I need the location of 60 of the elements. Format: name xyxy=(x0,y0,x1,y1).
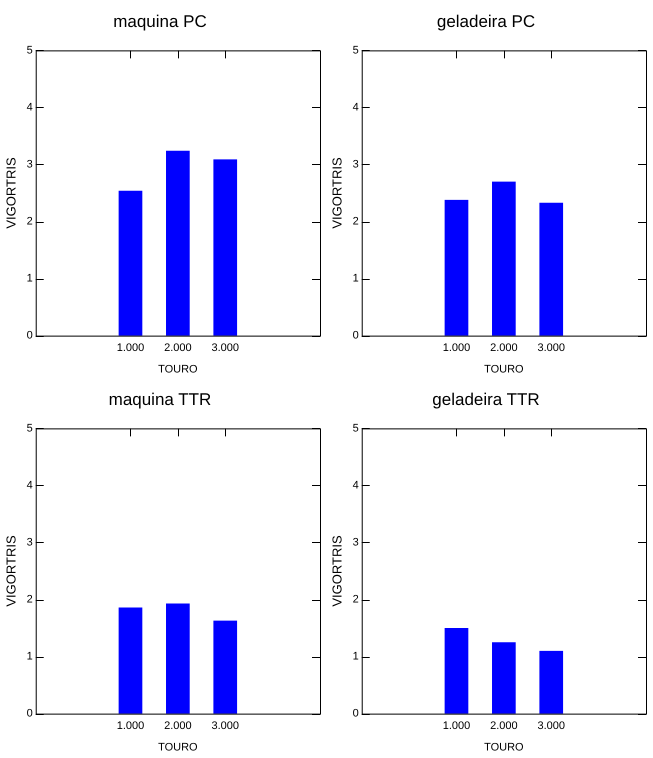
x-tick-label: 1.000 xyxy=(116,720,144,732)
bar xyxy=(118,608,142,714)
x-tick-label: 3.000 xyxy=(537,720,566,732)
bar xyxy=(213,620,238,714)
x-tick-label: 3.000 xyxy=(537,342,566,354)
y-tick-label: 2 xyxy=(26,216,33,228)
bar xyxy=(166,604,190,714)
x-axis-title: TOURO xyxy=(158,363,198,376)
y-tick-label: 2 xyxy=(352,216,359,228)
bar xyxy=(118,190,142,336)
chart-title: geladeira TTR xyxy=(432,390,540,409)
x-axis-title: TOURO xyxy=(158,741,198,754)
x-tick-label: 2.000 xyxy=(164,342,192,354)
y-tick-label: 0 xyxy=(26,330,33,342)
y-tick-label: 5 xyxy=(352,422,359,434)
y-tick-label: 3 xyxy=(352,536,359,549)
x-axis-title: TOURO xyxy=(484,741,524,754)
bar xyxy=(444,200,468,336)
x-tick-label: 1.000 xyxy=(442,342,470,354)
chart-title: maquina PC xyxy=(113,12,207,31)
y-tick-label: 0 xyxy=(352,330,359,342)
y-tick-label: 2 xyxy=(352,594,359,606)
y-tick-label: 4 xyxy=(26,479,33,492)
x-tick-label: 3.000 xyxy=(211,720,240,732)
x-tick-label: 3.000 xyxy=(211,342,240,354)
y-axis-title: VIGORTRIS xyxy=(329,157,344,229)
y-tick-label: 4 xyxy=(352,479,359,492)
x-tick-label: 1.000 xyxy=(116,342,144,354)
y-tick-label: 4 xyxy=(26,101,33,114)
y-tick-label: 1 xyxy=(352,650,359,663)
y-tick-label: 1 xyxy=(352,272,359,285)
y-tick-label: 2 xyxy=(26,594,33,606)
x-tick-label: 1.000 xyxy=(442,720,470,732)
chart-title: maquina TTR xyxy=(108,390,212,409)
bar xyxy=(539,202,564,336)
bar xyxy=(539,650,564,714)
y-tick-label: 3 xyxy=(26,536,33,549)
y-axis-title: VIGORTRIS xyxy=(329,535,344,607)
y-tick-label: 5 xyxy=(26,44,33,56)
x-tick-label: 2.000 xyxy=(490,342,518,354)
bar xyxy=(213,159,238,336)
y-tick-label: 4 xyxy=(352,101,359,114)
y-axis-title: VIGORTRIS xyxy=(3,157,18,229)
y-tick-label: 0 xyxy=(352,708,359,720)
x-axis-title: TOURO xyxy=(484,363,524,376)
y-tick-label: 0 xyxy=(26,708,33,720)
chart-title: geladeira PC xyxy=(436,12,536,31)
y-tick-label: 3 xyxy=(26,158,33,171)
bar xyxy=(166,150,190,336)
y-tick-label: 3 xyxy=(352,158,359,171)
y-tick-label: 5 xyxy=(352,44,359,56)
bar xyxy=(444,628,468,714)
x-tick-label: 2.000 xyxy=(164,720,192,732)
y-tick-label: 5 xyxy=(26,422,33,434)
bar xyxy=(492,642,516,714)
y-tick-label: 1 xyxy=(26,272,33,285)
y-tick-label: 1 xyxy=(26,650,33,663)
x-tick-label: 2.000 xyxy=(490,720,518,732)
y-axis-title: VIGORTRIS xyxy=(3,535,18,607)
bar xyxy=(492,182,516,336)
